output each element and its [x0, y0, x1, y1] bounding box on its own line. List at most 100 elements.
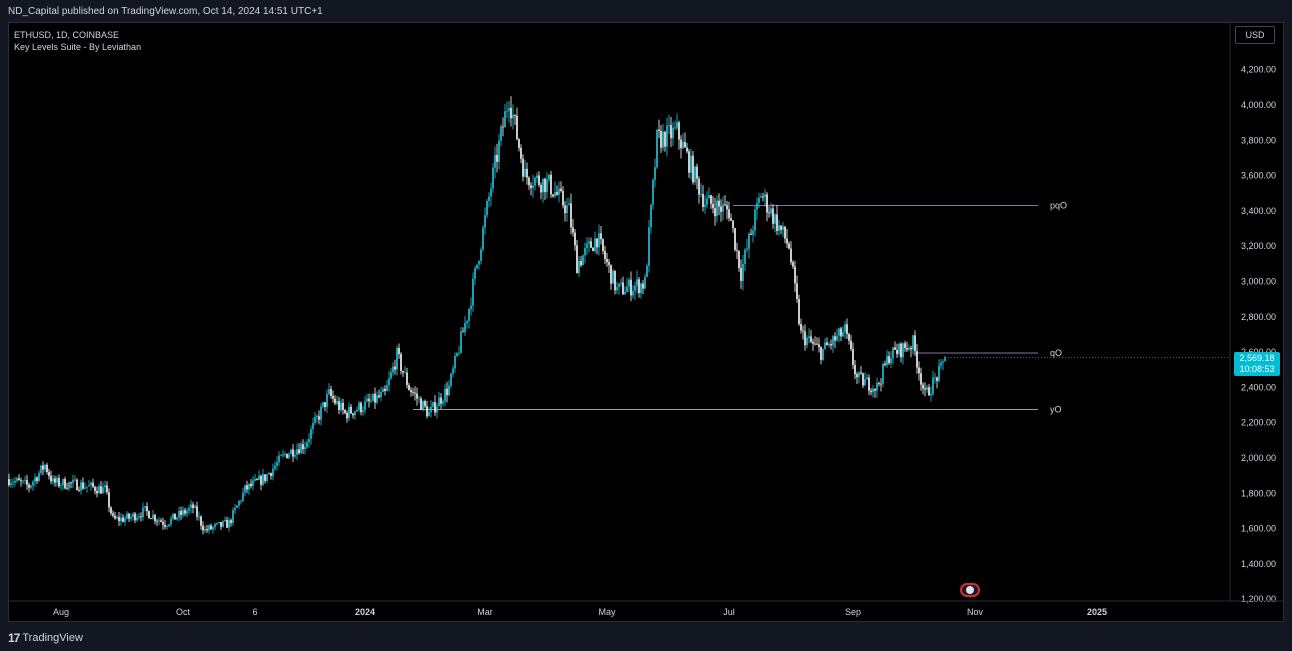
- candle-body: [470, 305, 472, 310]
- candle-body: [318, 416, 320, 420]
- candle-body: [54, 478, 56, 483]
- candle-body: [48, 472, 50, 476]
- candle-body: [88, 485, 90, 487]
- time-axis: Aug Oct 6 2024 Mar May Jul Sep Nov 2025: [53, 607, 1107, 617]
- candle-body: [434, 402, 436, 413]
- last-price-tag: 2,569.18 10:08:53: [1234, 352, 1280, 376]
- candle-body: [132, 513, 134, 517]
- candle-body: [864, 379, 866, 386]
- candle-body: [490, 188, 492, 197]
- candle-body: [266, 474, 268, 481]
- candle-body: [228, 520, 230, 528]
- candle-body: [788, 243, 790, 249]
- candle-body: [926, 387, 928, 390]
- candle-body: [256, 478, 258, 480]
- candle-body: [920, 373, 922, 385]
- candle-body: [756, 202, 758, 210]
- y-tick-label: 1,200.00: [1241, 594, 1276, 604]
- candle-body: [36, 477, 38, 481]
- candle-body: [566, 205, 568, 214]
- candle-body: [270, 473, 272, 476]
- level-label-pqo: pqO: [1050, 201, 1067, 211]
- candle-body: [106, 485, 108, 493]
- candle-body: [906, 348, 908, 350]
- candle-body: [454, 355, 456, 369]
- chart-frame[interactable]: [8, 22, 1284, 622]
- candle-body: [792, 262, 794, 267]
- candle-body: [874, 388, 876, 391]
- candle-body: [118, 517, 120, 522]
- candle-body: [796, 283, 798, 300]
- candle-body: [456, 353, 458, 356]
- x-tick-label: 2025: [1087, 607, 1107, 617]
- candle-body: [70, 482, 72, 484]
- candle-body: [630, 279, 632, 296]
- y-tick-label: 2,000.00: [1241, 453, 1276, 463]
- candle-body: [32, 481, 34, 486]
- candle-body: [770, 208, 772, 214]
- candle-body: [98, 486, 100, 494]
- footer: 17 TradingView: [0, 623, 1292, 651]
- candle-body: [338, 401, 340, 411]
- candle-body: [302, 444, 304, 450]
- candle-body: [246, 485, 248, 490]
- candle-body: [634, 285, 636, 291]
- candle-body: [760, 196, 762, 198]
- candle-body: [754, 209, 756, 231]
- y-tick-label: 1,400.00: [1241, 559, 1276, 569]
- candle-body: [782, 226, 784, 230]
- candle-body: [264, 474, 266, 481]
- candle-body: [272, 468, 274, 476]
- candle-body: [154, 514, 156, 521]
- candle-body: [110, 507, 112, 514]
- candle-body: [868, 377, 870, 391]
- candle-body: [878, 383, 880, 384]
- candle-body: [932, 377, 934, 394]
- x-tick-label: 6: [252, 607, 257, 617]
- candle-body: [314, 416, 316, 424]
- candle-body: [676, 122, 678, 128]
- candle-body: [342, 402, 344, 411]
- candle-body: [162, 521, 164, 525]
- candle-body: [178, 510, 180, 518]
- candle-body: [108, 492, 110, 508]
- candle-body: [396, 347, 398, 370]
- candle-body: [836, 335, 838, 341]
- candle-body: [196, 506, 198, 517]
- last-price: 2,569.18: [1239, 353, 1275, 363]
- x-tick-label: 2024: [355, 607, 375, 617]
- candle-body: [908, 347, 910, 350]
- candle-body: [726, 205, 728, 210]
- candle-body: [592, 247, 594, 252]
- candle-body: [316, 416, 318, 418]
- tradingview-brand[interactable]: 17 TradingView: [8, 631, 83, 645]
- candle-body: [40, 465, 42, 473]
- candle-body: [774, 214, 776, 224]
- level-label-qo: qO: [1050, 348, 1062, 358]
- candle-body: [250, 483, 252, 487]
- candle-body: [412, 391, 414, 393]
- candle-body: [548, 174, 550, 180]
- candle-body: [24, 479, 26, 481]
- x-tick-label: May: [598, 607, 616, 617]
- currency-button[interactable]: USD: [1235, 26, 1275, 44]
- candle-body: [478, 260, 480, 265]
- candle-body: [52, 478, 54, 482]
- candle-body: [388, 378, 390, 386]
- candle-body: [400, 353, 402, 371]
- candle-body: [910, 347, 912, 350]
- candle-body: [204, 529, 206, 531]
- candle-body: [182, 509, 184, 515]
- candle-body: [780, 225, 782, 230]
- candle-body: [276, 462, 278, 466]
- candle-body: [540, 184, 542, 193]
- chart-legend: ETHUSD, 1D, COINBASE Key Levels Suite - …: [14, 29, 141, 53]
- candle-body: [22, 480, 24, 482]
- candle-body: [26, 479, 28, 485]
- candle-body: [278, 455, 280, 463]
- us-flag-event-icon[interactable]: [960, 583, 980, 597]
- candle-body: [202, 525, 204, 531]
- candle-body: [206, 529, 208, 531]
- candle-body: [722, 204, 724, 212]
